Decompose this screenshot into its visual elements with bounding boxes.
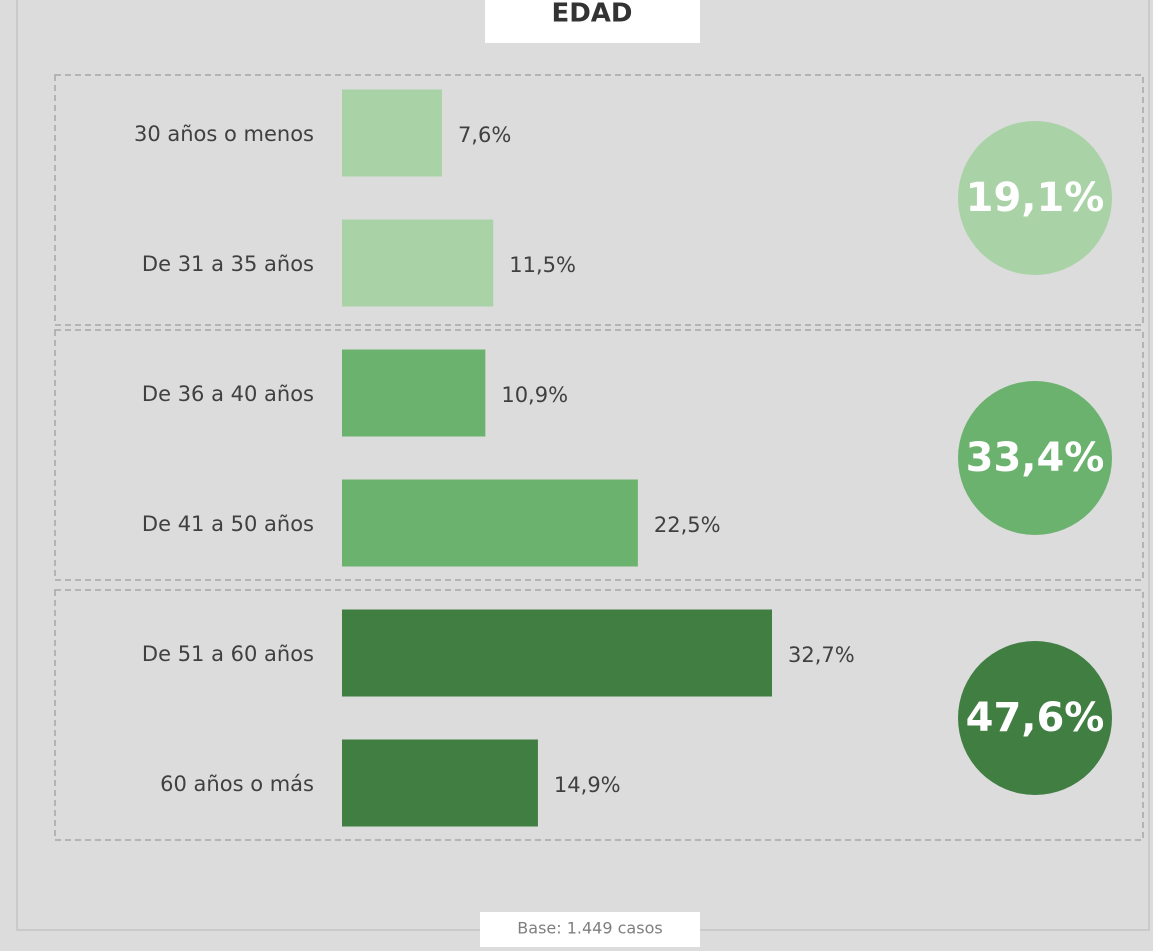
bar — [342, 479, 638, 567]
footnote-box — [480, 912, 700, 948]
value-label: 11,5% — [509, 253, 576, 277]
group-box — [54, 74, 1144, 326]
group-total-label: 47,6% — [966, 695, 1105, 741]
bar — [342, 219, 494, 307]
category-label: De 41 a 50 años — [142, 512, 314, 536]
category-label: De 51 a 60 años — [142, 642, 314, 666]
value-label: 32,7% — [788, 643, 855, 667]
category-label: 30 años o menos — [134, 122, 314, 146]
value-label: 10,9% — [501, 383, 568, 407]
category-label: 60 años o más — [160, 772, 314, 796]
bar — [342, 89, 442, 177]
category-label: De 36 a 40 años — [142, 382, 314, 406]
title-box — [485, 0, 700, 43]
category-label: De 31 a 35 años — [142, 252, 314, 276]
group-total-circle — [958, 121, 1112, 275]
group-total-circle — [958, 381, 1112, 535]
footnote: Base: 1.449 casos — [517, 919, 662, 938]
bar — [342, 609, 773, 697]
group-box — [54, 589, 1144, 841]
chart-title: EDAD — [551, 0, 632, 29]
bar — [342, 349, 486, 437]
group-box — [54, 329, 1144, 581]
group-total-label: 33,4% — [966, 435, 1105, 481]
value-label: 22,5% — [654, 513, 721, 537]
value-label: 14,9% — [554, 773, 621, 797]
group-total-label: 19,1% — [966, 175, 1105, 221]
value-label: 7,6% — [458, 123, 511, 147]
bar — [342, 739, 538, 827]
group-total-circle — [958, 641, 1112, 795]
